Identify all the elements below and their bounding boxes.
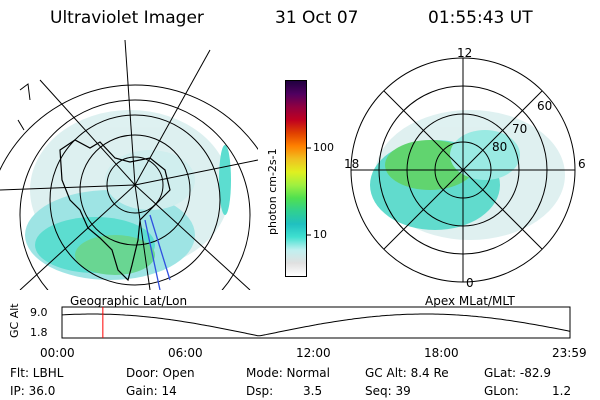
- altitude-y-tick-min: 1.8: [30, 326, 48, 339]
- app-title: Ultraviolet Imager: [50, 8, 204, 28]
- mlt-label-0: 0: [466, 276, 474, 290]
- colorbar: [285, 80, 307, 277]
- mlt-label-6: 6: [578, 157, 586, 171]
- dsp-label: Dsp:: [246, 384, 274, 398]
- x-tick-0000: 00:00: [40, 346, 75, 360]
- gain-status: Gain: 14: [126, 384, 177, 398]
- lat-label-80: 80: [492, 140, 508, 154]
- x-tick-2359: 23:59: [552, 346, 587, 360]
- altitude-y-tick-max: 9.0: [30, 306, 48, 319]
- colorbar-tick-100: 100: [313, 141, 334, 154]
- geographic-map: [0, 40, 258, 290]
- ip-status: IP: 36.0: [10, 384, 56, 398]
- altitude-curve: [61, 313, 571, 337]
- filter-status: Flt: LBHL: [10, 366, 64, 380]
- lat-label-70: 70: [512, 122, 528, 136]
- mlt-polar-map: [350, 57, 576, 283]
- glon-value: 1.2: [552, 384, 572, 398]
- glon-label: GLon:: [484, 384, 519, 398]
- gc-alt-status: GC Alt: 8.4 Re: [365, 366, 449, 380]
- dsp-value: 3.5: [303, 384, 323, 398]
- x-tick-1800: 18:00: [424, 346, 459, 360]
- mlt-label-12: 12: [457, 46, 473, 60]
- altitude-y-label: GC Alt: [8, 303, 21, 338]
- altitude-plot: [61, 306, 571, 339]
- left-map-projection-label: Geographic Lat/Lon: [70, 294, 188, 308]
- door-status: Door: Open: [126, 366, 195, 380]
- mode-status: Mode: Normal: [246, 366, 330, 380]
- date-label: 31 Oct 07: [275, 8, 359, 28]
- terminator-line: [149, 214, 171, 281]
- colorbar-label: photon cm-2s-1: [266, 148, 279, 235]
- time-label: 01:55:43 UT: [428, 8, 533, 28]
- seq-status: Seq: 39: [365, 384, 411, 398]
- continent-outline: [59, 139, 171, 282]
- left-lat-grid: [0, 84, 258, 290]
- mlt-label-18: 18: [344, 157, 360, 171]
- colorbar-tick-10: 10: [313, 228, 327, 241]
- glat-status: GLat: -82.9: [484, 366, 551, 380]
- right-mlt-grid: [351, 58, 575, 282]
- right-map-projection-label: Apex MLat/MLT: [425, 294, 515, 308]
- lat-label-60: 60: [537, 99, 553, 113]
- x-tick-1200: 12:00: [296, 346, 331, 360]
- x-tick-0600: 06:00: [168, 346, 203, 360]
